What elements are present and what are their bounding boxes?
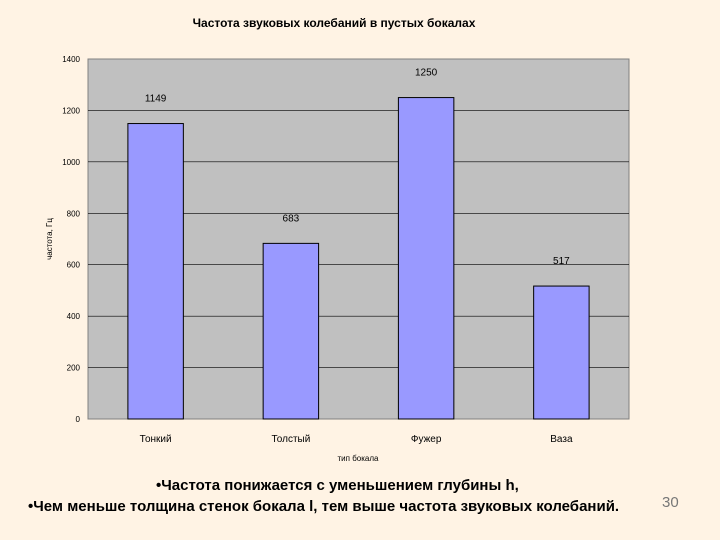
y-tick-label: 1400	[62, 55, 80, 64]
bar	[127, 123, 184, 420]
y-tick-label: 200	[67, 364, 81, 373]
bars	[127, 97, 590, 420]
bar	[397, 97, 455, 420]
y-tick-label: 1200	[62, 106, 80, 115]
y-tick-label: 400	[67, 312, 81, 321]
x-axis-title: тип бокала	[338, 454, 380, 463]
x-axis-categories: Тонкий Толстый Фужер Ваза	[140, 434, 573, 445]
y-axis-ticks: 0 200 400 600 800 1000 1200 1400	[62, 55, 80, 424]
x-tick-label: Тонкий	[140, 434, 172, 445]
data-label: 517	[553, 256, 570, 267]
y-tick-label: 1000	[62, 158, 80, 167]
y-tick-label: 0	[76, 415, 81, 424]
y-tick-label: 800	[67, 209, 81, 218]
x-tick-label: Фужер	[411, 434, 442, 445]
data-label: 683	[283, 213, 300, 224]
bar	[262, 242, 320, 420]
x-tick-label: Толстый	[271, 434, 310, 445]
data-label: 1250	[415, 68, 438, 79]
bar	[533, 285, 590, 420]
data-labels: 1149 683 1250 517	[145, 68, 570, 267]
y-axis-title: частота, Гц	[45, 218, 54, 260]
note-line-2: •Чем меньше толщина стенок бокала l, тем…	[28, 498, 620, 515]
note-line-1: •Частота понижается с уменьшением глубин…	[156, 477, 519, 494]
data-label: 1149	[145, 94, 167, 105]
chart-title: Частота звуковых колебаний в пустых бока…	[193, 16, 476, 30]
x-tick-label: Ваза	[550, 434, 573, 445]
slide-number: 30	[662, 494, 679, 511]
y-tick-label: 600	[67, 261, 81, 270]
